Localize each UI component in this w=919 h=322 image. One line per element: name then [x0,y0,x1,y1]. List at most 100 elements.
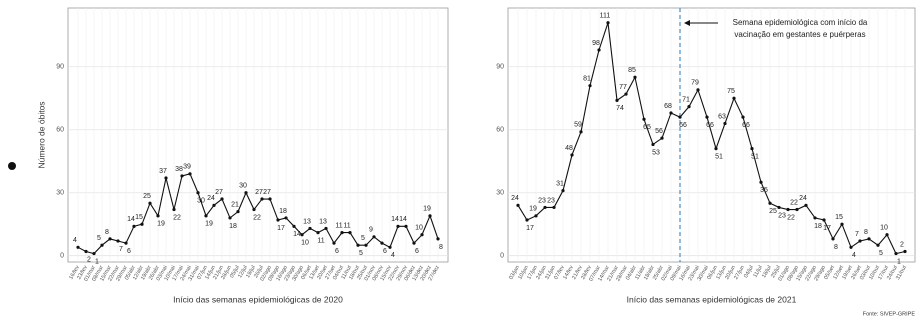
point [624,92,628,96]
data-label: 8 [439,244,443,251]
data-label: 27 [263,189,271,196]
data-label: 71 [682,97,690,104]
data-label: 21 [231,201,239,208]
data-label: 30 [197,198,205,205]
data-label: 66 [706,122,714,129]
data-label: 17 [823,225,831,232]
point [570,153,574,157]
x-tick-label: 04/jul [743,265,755,279]
data-label: 17 [277,225,285,232]
source: Fonte: SIVEP-GRIPE [863,311,916,317]
data-label: 75 [727,88,735,95]
data-label: 24 [207,195,215,202]
point [867,237,871,241]
point [292,224,296,228]
point [561,189,565,193]
point [132,224,136,228]
data-label: 5 [359,250,363,257]
point [316,231,320,235]
y-tick-label: 60 [56,127,64,134]
data-label: 63 [718,113,726,120]
data-label: 1 [897,258,901,265]
data-label: 53 [652,149,660,156]
y-tick-label: 0 [500,253,504,260]
point [633,75,637,79]
point [885,233,889,237]
x-tick-label: 25/jul [770,265,782,279]
data-label: 6 [127,248,131,255]
y-tick-label: 30 [496,190,504,197]
data-label: 15 [835,214,843,221]
data-label: 22 [253,214,261,221]
point [822,218,826,222]
data-label: 5 [879,250,883,257]
point [723,121,727,126]
point [903,249,907,254]
data-label: 66 [742,122,750,129]
point [840,222,844,226]
data-label: 31 [556,180,564,187]
point [84,249,88,254]
data-label: 13 [319,218,327,225]
point [669,111,673,115]
point [284,216,288,220]
point [705,115,709,119]
point [300,233,304,237]
point [372,235,376,239]
data-label: 68 [664,103,672,110]
y-tick-label: 60 [496,127,504,134]
x-tick-label: 19/jul [245,265,257,279]
point [380,241,384,245]
line [77,173,439,255]
data-label: 14 [127,216,135,223]
point [100,243,104,247]
data-label: 35 [760,187,768,194]
point [858,239,862,243]
data-label: 8 [105,229,109,236]
data-label: 48 [565,145,573,152]
point [212,203,216,207]
data-label: 18 [279,208,287,215]
point [236,210,240,214]
point [156,214,160,218]
point [220,197,224,201]
data-label: 10 [415,225,423,232]
x-tick-label: 26/jul [253,265,265,279]
data-label: 7 [119,246,123,253]
data-label: 27 [255,189,263,196]
x-tick-label: 11/jul [752,265,764,279]
data-label: 19 [157,221,165,228]
data-label: 10 [880,225,888,232]
line [517,22,906,255]
point [196,191,200,195]
point [687,105,691,109]
point [831,237,835,241]
x-axis-label: Início das semanas epidemiológicas de 20… [173,294,343,304]
point [188,172,192,176]
point [116,239,120,243]
point [108,237,112,241]
data-label: 22 [787,214,795,221]
data-label: 24 [799,195,807,202]
panel [67,7,449,263]
data-label: 4 [73,237,77,244]
point [388,245,392,249]
point [228,216,232,220]
point [180,174,184,178]
data-label: 22 [790,199,798,206]
point [252,207,256,212]
data-label: 6 [335,248,339,255]
point [651,142,655,147]
point [588,84,592,88]
data-label: 66 [679,122,687,129]
point [696,88,700,92]
point [124,241,128,245]
data-label: 51 [715,153,723,160]
point [164,176,168,180]
data-label: 4 [391,252,395,259]
data-label: 24 [511,195,519,202]
point [777,205,781,210]
data-label: 17 [526,225,534,232]
point [76,245,80,249]
point [340,231,344,235]
